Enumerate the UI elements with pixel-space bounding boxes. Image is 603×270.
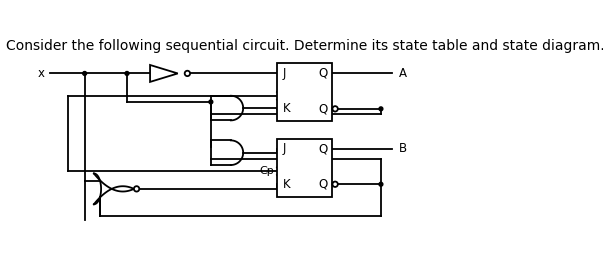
- Text: Q: Q: [318, 142, 328, 155]
- Circle shape: [379, 182, 383, 186]
- Circle shape: [379, 107, 383, 111]
- Polygon shape: [150, 65, 178, 82]
- Text: K: K: [282, 102, 290, 115]
- Circle shape: [185, 71, 190, 76]
- Bar: [277, 139, 332, 197]
- Text: Q: Q: [318, 102, 328, 115]
- Circle shape: [83, 72, 87, 75]
- Text: K: K: [282, 178, 290, 191]
- Text: x: x: [37, 67, 45, 80]
- Circle shape: [125, 72, 129, 75]
- Text: Consider the following sequential circuit. Determine its state table and state d: Consider the following sequential circui…: [6, 39, 603, 53]
- Text: J: J: [282, 142, 286, 155]
- Circle shape: [332, 106, 338, 112]
- Text: J: J: [282, 67, 286, 80]
- Circle shape: [134, 186, 139, 191]
- Text: A: A: [399, 67, 406, 80]
- Text: Q: Q: [318, 178, 328, 191]
- Circle shape: [332, 181, 338, 187]
- Text: B: B: [399, 142, 407, 155]
- Text: Q: Q: [318, 67, 328, 80]
- Text: Cp: Cp: [259, 166, 274, 176]
- Circle shape: [209, 100, 213, 104]
- Bar: [277, 63, 332, 121]
